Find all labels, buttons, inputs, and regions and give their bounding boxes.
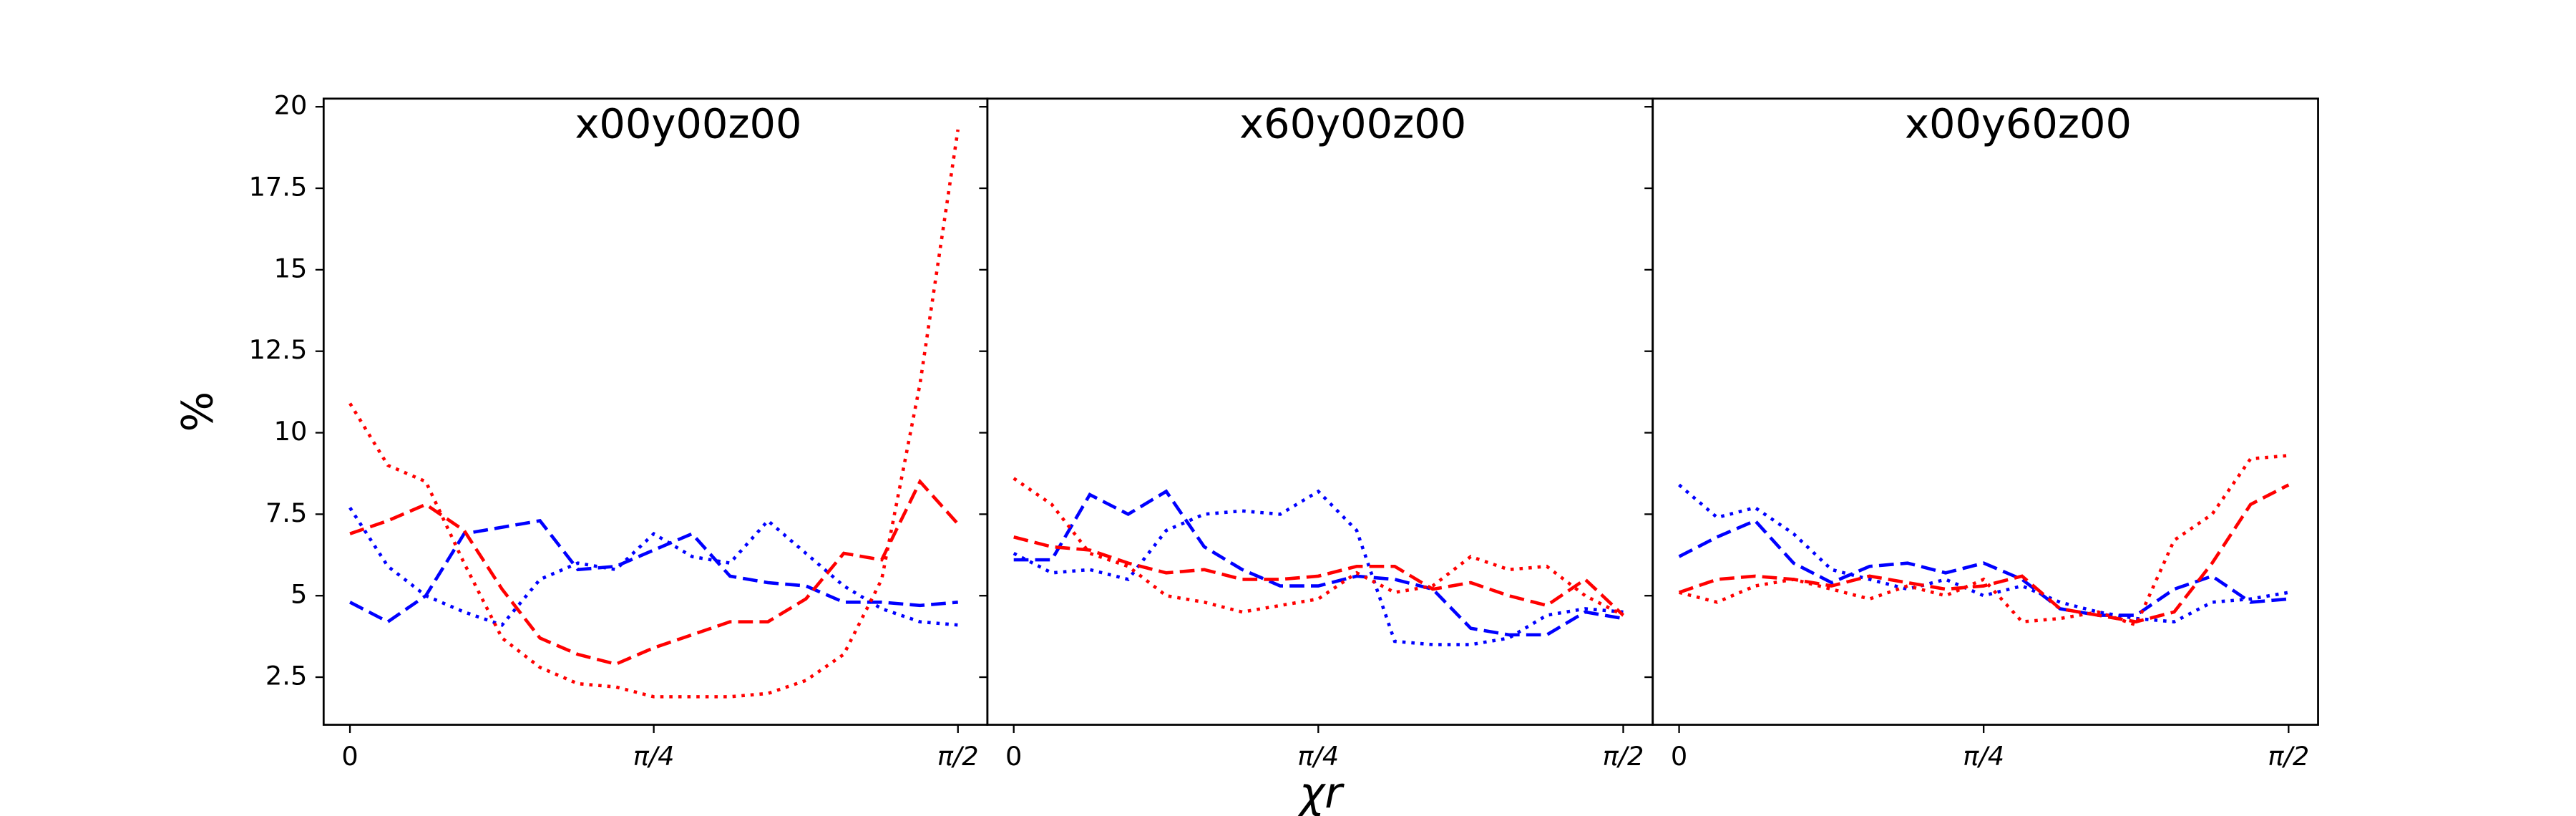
series-line: [348, 129, 960, 699]
series-line: [1013, 489, 1624, 637]
series-line: [349, 478, 960, 666]
series-line: [1678, 483, 2289, 623]
series-line: [1013, 535, 1625, 617]
axes-frame: [322, 97, 989, 726]
x-tick-label: π/2: [1603, 741, 1644, 772]
x-tick-label: 0: [1671, 741, 1687, 772]
y-tick-label: 7.5: [265, 497, 307, 528]
series-line: [349, 518, 958, 624]
y-tick-label: 15: [274, 253, 308, 283]
series-line: [1013, 489, 1624, 646]
y-tick-label: 2.5: [265, 661, 307, 691]
y-axis-label: %: [174, 392, 223, 432]
y-tick-label: 12.5: [249, 334, 308, 365]
x-tick-label: 0: [1005, 741, 1022, 772]
y-tick-label: 20: [274, 90, 308, 121]
series-line: [1678, 483, 2290, 623]
panel-title: x00y60z00: [1905, 99, 2132, 147]
y-tick-label: 5: [291, 579, 307, 610]
y-tick-label: 17.5: [249, 172, 308, 203]
y-tick-label: 10: [274, 416, 308, 447]
series-line: [1013, 477, 1624, 617]
x-axis-label: χr: [1297, 769, 1345, 816]
axes-frame: [1652, 97, 2319, 726]
series-line: [1678, 454, 2289, 628]
x-tick-label: π/4: [1297, 741, 1339, 772]
x-tick-label: π/4: [633, 741, 675, 772]
series-line: [348, 507, 958, 627]
x-tick-label: π/2: [2268, 741, 2309, 772]
x-tick-label: π/4: [1963, 741, 2004, 772]
panel-title: x60y00z00: [1239, 99, 1466, 147]
x-tick-label: 0: [341, 741, 358, 772]
x-tick-label: π/2: [937, 741, 979, 772]
series-line: [1678, 518, 2289, 617]
panel-title: x00y00z00: [575, 99, 801, 147]
